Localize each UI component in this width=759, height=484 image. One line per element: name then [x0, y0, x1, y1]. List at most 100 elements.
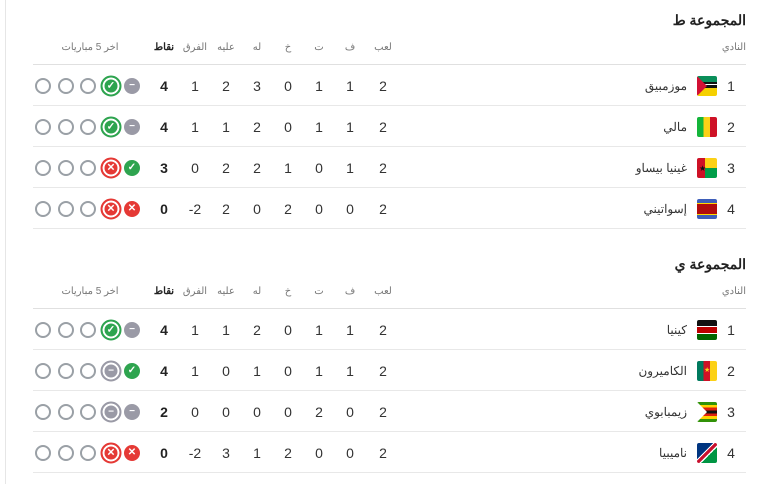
stat-diff: 1	[191, 77, 199, 94]
header-club: النادي	[721, 286, 746, 297]
stat-points: 0	[160, 200, 168, 217]
team-name[interactable]: إسواتيني	[643, 201, 687, 216]
form-empty-icon	[35, 444, 51, 461]
stat-played: 2	[379, 159, 387, 176]
table-row[interactable]: 1 موزمبيق 2 1 1 0 3 2 1 4 − ✓	[0, 65, 759, 106]
form-win-icon[interactable]: ✓	[124, 159, 140, 176]
stat-for: 1	[253, 444, 261, 461]
form-draw-icon[interactable]: −	[100, 360, 122, 381]
stat-points: 4	[160, 77, 168, 94]
stat-played: 2	[379, 444, 387, 461]
header-played: لعب	[374, 42, 392, 53]
stat-for: 2	[253, 159, 261, 176]
stat-drawn: 0	[315, 159, 323, 176]
stat-drawn: 1	[315, 118, 323, 135]
team-name[interactable]: ناميبيا	[659, 445, 687, 460]
header-for: له	[252, 42, 262, 53]
stat-played: 2	[379, 321, 387, 338]
stat-for: 2	[253, 118, 261, 135]
header-diff: الفرق	[182, 42, 208, 53]
header-drawn: ت	[314, 286, 324, 297]
form-loss-icon[interactable]: ✕	[124, 444, 140, 461]
form-empty-icon	[80, 362, 96, 379]
table-row[interactable]: 4 ناميبيا 2 0 0 2 1 3 -2 0 ✕ ✕	[0, 432, 759, 473]
header-won: ف	[344, 42, 356, 53]
stat-won: 0	[346, 403, 354, 420]
stat-lost: 0	[284, 362, 292, 379]
stat-diff: 0	[191, 403, 199, 420]
form-draw-icon[interactable]: −	[124, 77, 140, 94]
stat-drawn: 0	[315, 200, 323, 217]
form-draw-icon[interactable]: −	[124, 321, 140, 338]
row-divider	[33, 349, 746, 350]
stat-played: 2	[379, 77, 387, 94]
table-row[interactable]: 1 كينيا 2 1 1 0 2 1 1 4 − ✓	[0, 309, 759, 350]
group-title: المجموعة ي	[674, 256, 746, 272]
divider	[33, 64, 746, 65]
header-lost: خ	[284, 42, 292, 53]
zimbabwe-flag-icon	[697, 401, 717, 422]
form-empty-icon	[58, 118, 74, 135]
stat-against: 1	[222, 118, 230, 135]
header-points: نقاط	[153, 286, 175, 297]
stat-won: 1	[346, 159, 354, 176]
form-draw-icon[interactable]: −	[124, 118, 140, 135]
form-empty-icon	[80, 118, 96, 135]
team-name[interactable]: زيمبابوي	[644, 404, 687, 419]
stat-points: 3	[160, 159, 168, 176]
table-row[interactable]: 2 مالي 2 1 1 0 2 1 1 4 − ✓	[0, 106, 759, 147]
header-club: النادي	[721, 42, 746, 53]
team-name[interactable]: مالي	[663, 119, 687, 134]
stat-lost: 0	[284, 118, 292, 135]
stat-won: 0	[346, 200, 354, 217]
stat-played: 2	[379, 200, 387, 217]
table-row[interactable]: 2 ★ الكاميرون 2 1 1 0 1 0 1 4 ✓ −	[0, 350, 759, 391]
namibia-flag-icon	[697, 442, 717, 463]
stat-points: 4	[160, 362, 168, 379]
form-draw-icon[interactable]: −	[124, 403, 140, 420]
form-empty-icon	[58, 362, 74, 379]
form-empty-icon	[80, 444, 96, 461]
stat-points: 4	[160, 118, 168, 135]
form-empty-icon	[35, 200, 51, 217]
team-name[interactable]: غينيا بيساو	[635, 160, 687, 175]
stat-for: 2	[253, 321, 261, 338]
form-empty-icon	[35, 77, 51, 94]
team-name[interactable]: كينيا	[666, 322, 687, 337]
stat-for: 0	[253, 403, 261, 420]
form-loss-icon[interactable]: ✕	[124, 200, 140, 217]
stat-won: 0	[346, 444, 354, 461]
stat-lost: 2	[284, 444, 292, 461]
team-name[interactable]: موزمبيق	[644, 78, 687, 93]
form-empty-icon	[80, 200, 96, 217]
header-lost: خ	[284, 286, 292, 297]
rank: 1	[727, 321, 735, 338]
form-win-icon[interactable]: ✓	[100, 319, 122, 340]
stat-against: 2	[222, 159, 230, 176]
stat-against: 0	[222, 362, 230, 379]
form-win-icon[interactable]: ✓	[100, 116, 122, 137]
stat-for: 1	[253, 362, 261, 379]
form-loss-icon[interactable]: ✕	[100, 198, 122, 219]
stat-against: 2	[222, 200, 230, 217]
table-row[interactable]: 4 إسواتيني 2 0 0 2 0 2 -2 0 ✕ ✕	[0, 188, 759, 229]
team-name[interactable]: الكاميرون	[638, 363, 687, 378]
form-win-icon[interactable]: ✓	[124, 362, 140, 379]
column-headers: النادي لعب ف ت خ له عليه الفرق نقاط اخر 5 مباريات	[0, 286, 759, 302]
table-row[interactable]: 3 ★ غينيا بيساو 2 1 0 1 2 2 0 3 ✓ ✕	[0, 147, 759, 188]
stat-diff: 0	[191, 159, 199, 176]
form-loss-icon[interactable]: ✕	[100, 157, 122, 178]
rank: 3	[727, 403, 735, 420]
form-win-icon[interactable]: ✓	[100, 75, 122, 96]
form-draw-icon[interactable]: −	[100, 401, 122, 422]
form-loss-icon[interactable]: ✕	[100, 442, 122, 463]
stat-diff: -2	[188, 444, 202, 461]
form-empty-icon	[58, 321, 74, 338]
column-headers: النادي لعب ف ت خ له عليه الفرق نقاط اخر 5 مباريات	[0, 42, 759, 58]
stat-won: 1	[346, 118, 354, 135]
rank: 2	[727, 118, 735, 135]
guinea-bissau-flag-icon: ★	[697, 157, 717, 178]
mozambique-flag-icon	[697, 75, 717, 96]
rank: 4	[727, 444, 735, 461]
table-row[interactable]: 3 زيمبابوي 2 0 2 0 0 0 0 2 − −	[0, 391, 759, 432]
